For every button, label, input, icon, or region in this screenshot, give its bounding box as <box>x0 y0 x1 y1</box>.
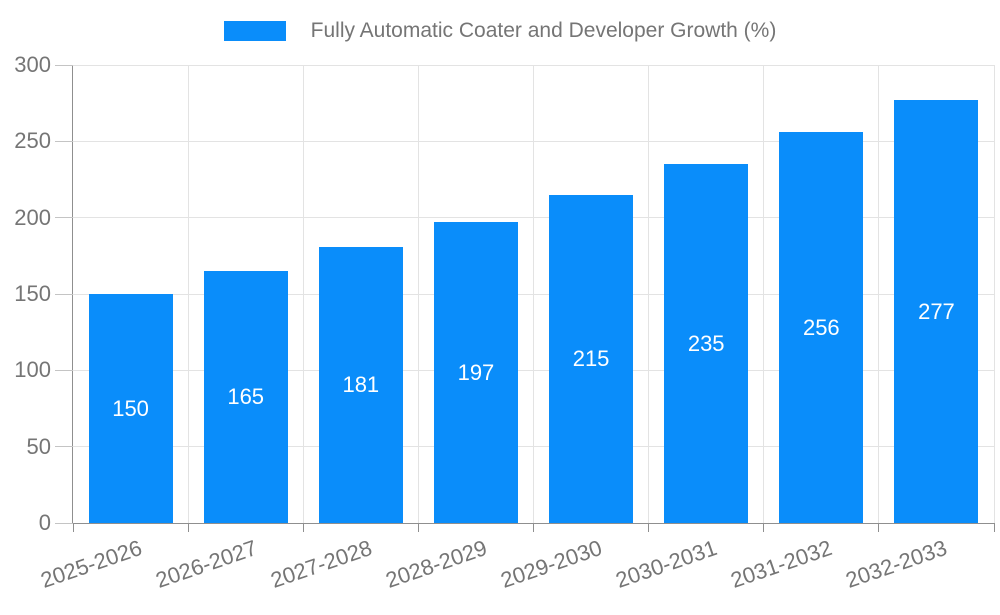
y-tick-mark <box>55 446 73 448</box>
y-tick-mark <box>55 217 73 219</box>
bar-value-label: 150 <box>112 395 149 421</box>
chart-page: { "legend": { "label": "Fully Automatic … <box>0 17 1000 593</box>
x-gridline <box>533 65 534 523</box>
y-tick-mark <box>55 369 73 371</box>
x-tick-mark <box>73 523 74 532</box>
x-gridline <box>648 65 650 523</box>
bar-value-label: 277 <box>918 298 955 324</box>
bar-value-label: 181 <box>342 371 380 397</box>
y-axis-tick-label: 100 <box>14 357 51 383</box>
x-tick-mark <box>187 523 189 532</box>
bar[interactable] <box>433 222 518 523</box>
x-gridline <box>878 65 880 523</box>
y-axis-tick-label: 300 <box>14 52 51 77</box>
legend[interactable]: Fully Automatic Coater and Developer Gro… <box>0 17 1000 45</box>
y-tick-mark <box>55 64 73 66</box>
y-tick-mark <box>55 293 73 295</box>
x-gridline <box>763 65 765 523</box>
y-axis-tick-label: 0 <box>38 510 51 535</box>
legend-label: Fully Automatic Coater and Developer Gro… <box>310 19 777 42</box>
bar-value-label: 165 <box>227 384 265 410</box>
plot-area: 0 50 100 150 200 250 300 150 2025-2026 165 2026-20… <box>14 53 995 593</box>
bar[interactable] <box>549 194 634 523</box>
x-tick-mark <box>878 523 880 532</box>
bar[interactable] <box>203 271 288 523</box>
y-tick-mark <box>55 140 73 142</box>
bar[interactable] <box>88 294 173 523</box>
x-tick-mark <box>648 523 650 532</box>
bar-value-label: 235 <box>687 330 725 356</box>
y-axis-tick-label: 200 <box>14 204 51 230</box>
bar-value-label: 256 <box>802 314 840 340</box>
y-axis-tick-label: 250 <box>14 128 51 154</box>
y-axis-tick-label: 50 <box>26 433 51 459</box>
y-tick-mark <box>55 522 73 524</box>
x-tick-mark <box>417 523 419 532</box>
x-gridline <box>302 65 304 523</box>
bar[interactable] <box>318 246 403 523</box>
bar[interactable] <box>779 132 864 523</box>
x-gridline <box>993 65 995 523</box>
x-tick-mark <box>763 523 765 532</box>
bar[interactable] <box>664 164 749 523</box>
x-gridline <box>187 65 189 523</box>
bar-value-label: 197 <box>457 359 495 385</box>
x-gridline <box>417 65 419 523</box>
bar[interactable] <box>894 100 979 523</box>
bar-value-label: 215 <box>572 345 610 371</box>
x-tick-mark <box>993 523 995 532</box>
x-tick-mark <box>302 523 304 532</box>
legend-swatch-icon <box>223 21 286 41</box>
y-axis-tick-label: 150 <box>14 281 51 306</box>
x-tick-mark <box>533 523 534 532</box>
